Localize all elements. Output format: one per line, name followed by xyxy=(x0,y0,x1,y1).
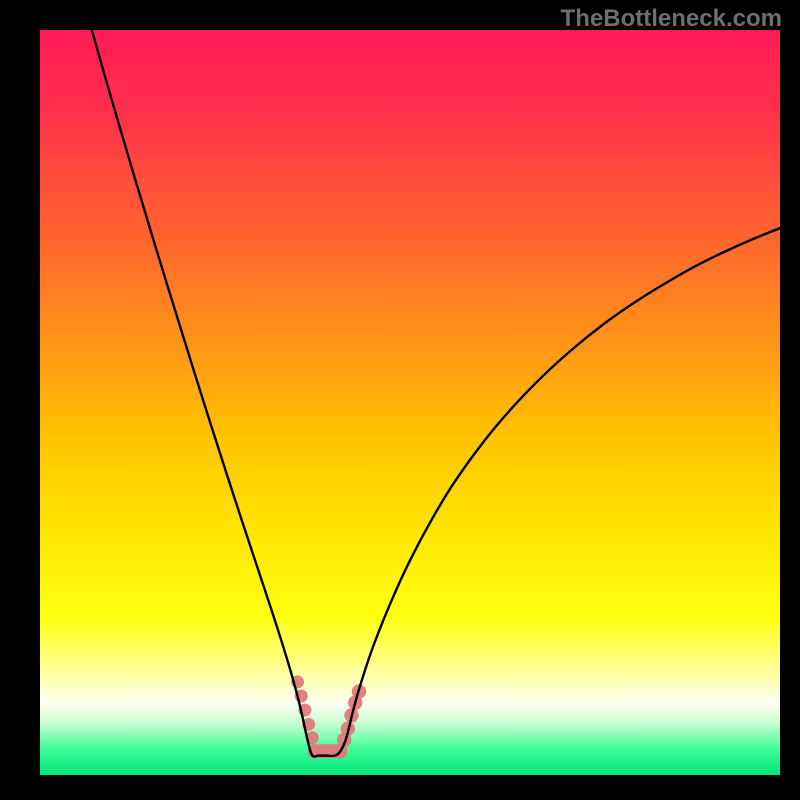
plot-area xyxy=(40,30,780,775)
chart-svg xyxy=(40,30,780,775)
figure-root: TheBottleneck.com xyxy=(0,0,800,800)
watermark-text: TheBottleneck.com xyxy=(561,5,782,33)
gradient-background xyxy=(40,30,780,775)
